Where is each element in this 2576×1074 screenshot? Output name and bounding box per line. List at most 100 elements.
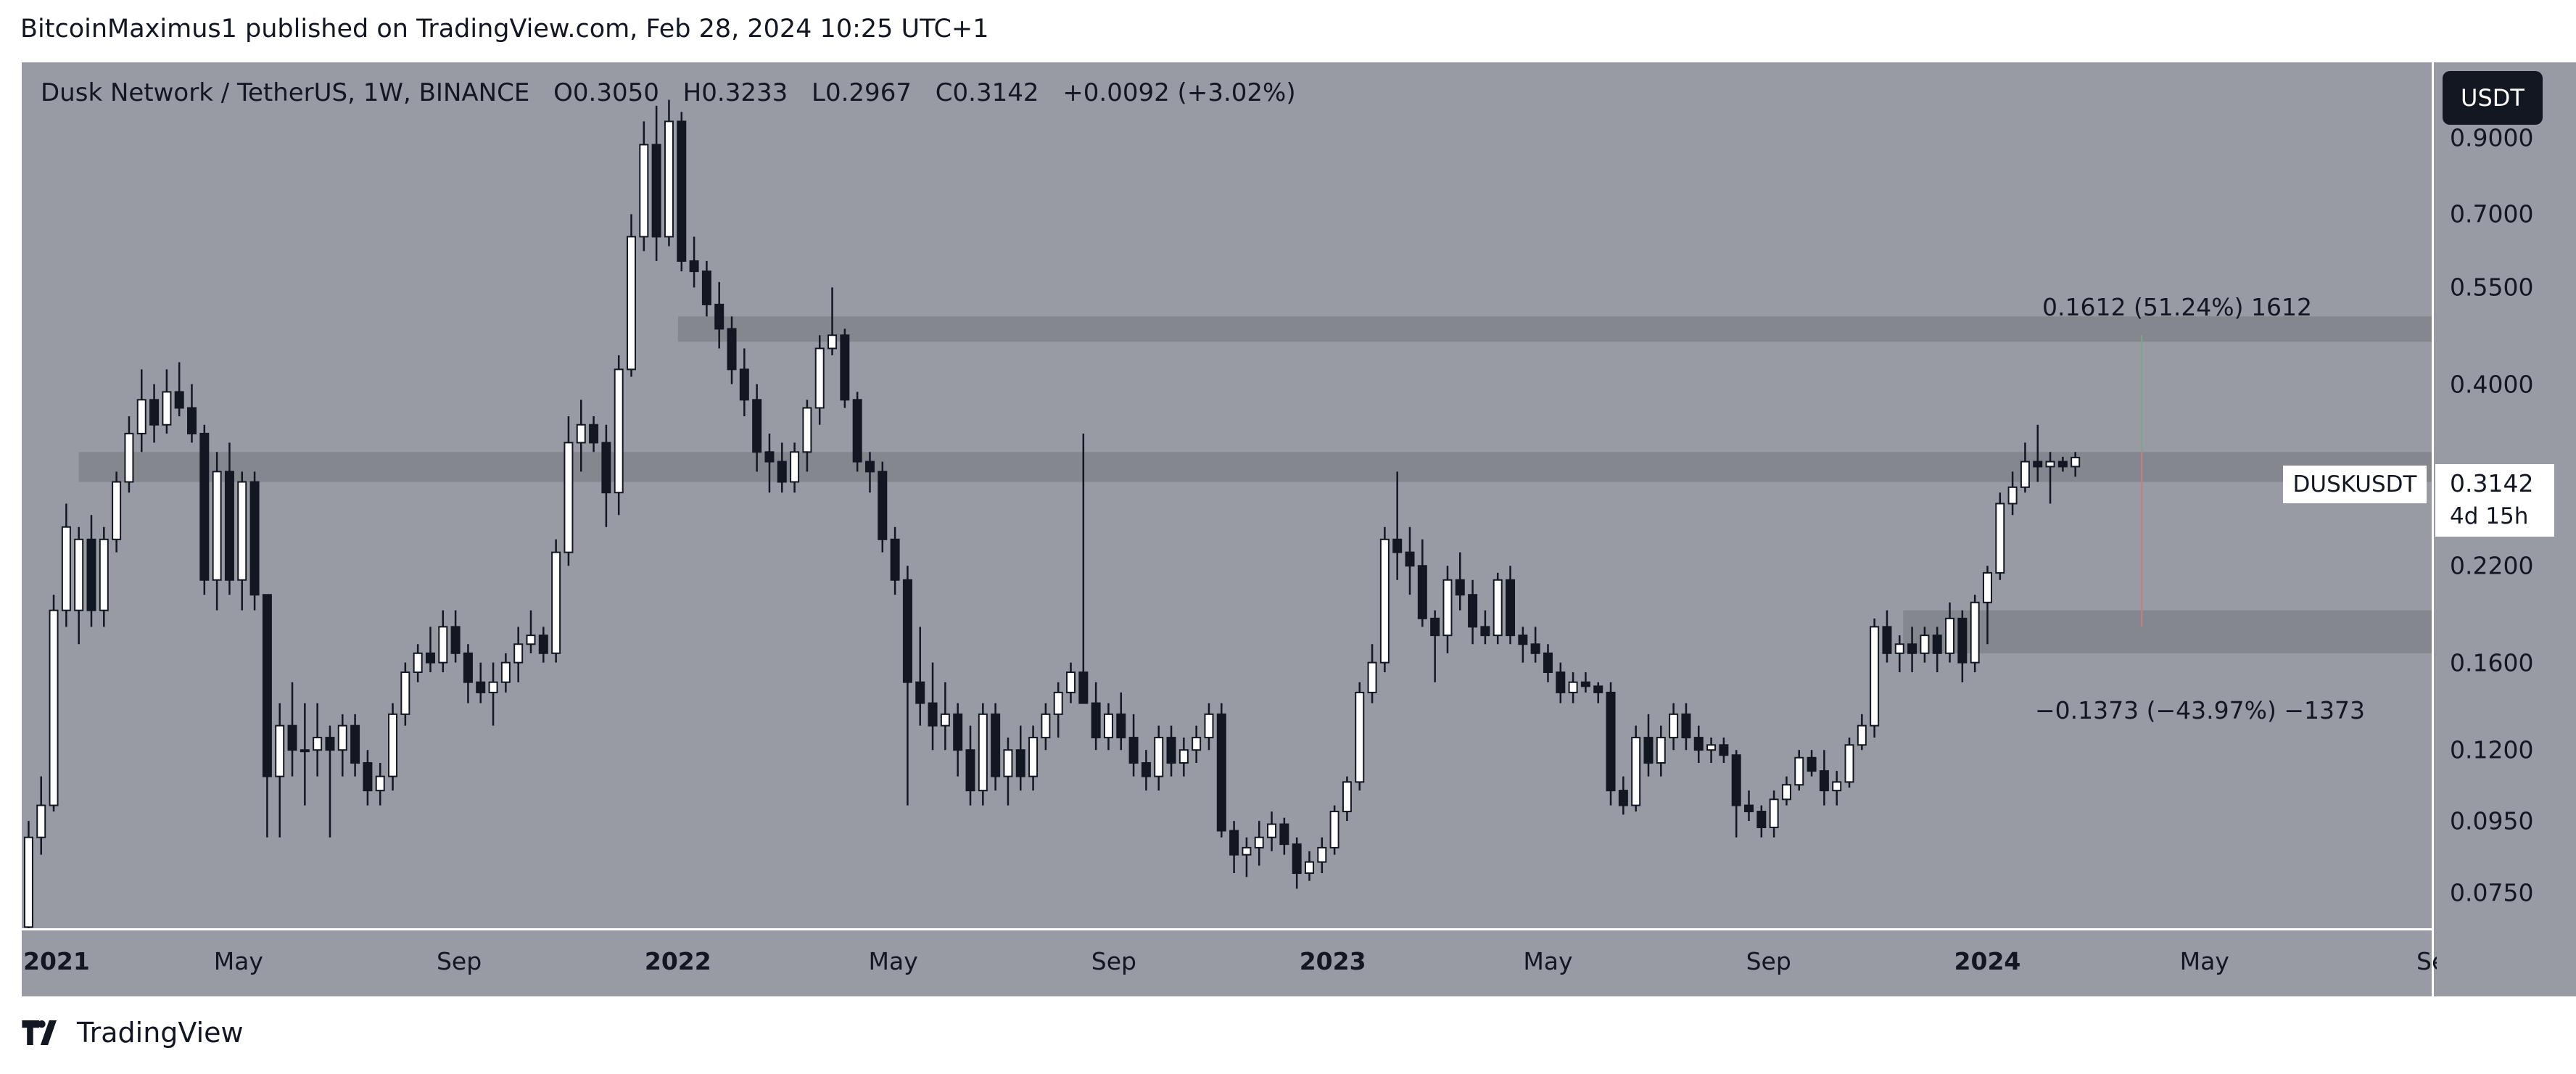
legend-close-label: C (935, 78, 953, 107)
currency-button[interactable]: USDT (2443, 71, 2543, 125)
candle-body (1580, 681, 1590, 687)
price-tick-label: 0.9000 (2450, 123, 2534, 152)
candle-body (1292, 843, 1302, 875)
candle-body (1405, 551, 1415, 567)
candle-body (1719, 744, 1729, 756)
candle-body (639, 144, 649, 238)
candle-body (363, 762, 373, 792)
candle-body (476, 681, 486, 693)
candle-body (1945, 617, 1955, 654)
candle-body (1693, 737, 1704, 751)
time-tick-label: May (2179, 947, 2229, 975)
candle-body (1543, 652, 1553, 673)
candle-body (463, 652, 473, 683)
candle-body (701, 270, 711, 305)
candle-body (890, 538, 900, 581)
candle-body (350, 724, 360, 764)
candle-body (878, 471, 888, 540)
candle-body (1279, 823, 1289, 846)
candle-body (1907, 643, 1917, 654)
candle-body (1982, 571, 1992, 603)
candle-body (1894, 643, 1904, 654)
candle-body (2033, 460, 2043, 468)
candle-body (1756, 811, 1767, 828)
last-price-box (2435, 464, 2554, 537)
candle-body (49, 609, 59, 806)
candle-body (337, 724, 347, 751)
footer-brand-text: TradingView (77, 1017, 244, 1049)
legend-low-label: L (812, 78, 825, 107)
publisher-header: BitcoinMaximus1 published on TradingView… (20, 15, 989, 44)
candle-body (1041, 713, 1051, 739)
candle-body (149, 399, 160, 426)
candle-body (1932, 635, 1942, 654)
candle-body (99, 538, 109, 611)
candle-body (1681, 713, 1691, 739)
candle-body (74, 538, 84, 611)
candle-body (86, 538, 96, 611)
candle-body (325, 737, 335, 751)
candle-body (627, 236, 637, 371)
candle-body (1317, 846, 1327, 863)
time-axis[interactable] (22, 930, 2432, 996)
candle-body (1857, 724, 1867, 746)
candle-body (1417, 565, 1427, 619)
candle-body (1493, 579, 1503, 637)
resistance-zone-2 (1903, 610, 2432, 653)
candle-body (212, 471, 222, 581)
candle-body (689, 260, 699, 273)
candle-body (1468, 594, 1478, 628)
candle-body (249, 481, 260, 596)
candle-body (124, 432, 134, 483)
candle-body (450, 626, 461, 654)
candle-body (1743, 804, 1754, 813)
candle-body (1706, 744, 1717, 751)
candle-body (162, 391, 172, 426)
chart-pane[interactable] (22, 62, 2432, 930)
candle-body (1078, 671, 1089, 704)
candle-body (752, 399, 762, 453)
candle-body (538, 635, 548, 654)
candle-body (1003, 749, 1013, 777)
candle-body (1442, 579, 1453, 637)
candle-body (1794, 756, 1804, 786)
candle-body (2007, 486, 2018, 505)
candle-body (1355, 691, 1365, 783)
candle-body (262, 594, 272, 777)
candle-body (1882, 626, 1892, 654)
candle-body (1556, 671, 1566, 693)
measure-up-label: 0.1612 (51.24%) 1612 (2042, 293, 2313, 321)
candle-body (664, 120, 674, 238)
candle-body (777, 460, 787, 483)
time-tick-label: 2021 (23, 947, 90, 975)
resistance-zone-0 (677, 316, 2432, 342)
time-tick-label: 2023 (1299, 947, 1366, 975)
candle-body (187, 407, 197, 434)
legend-open-value: 0.3050 (572, 78, 659, 107)
candle-body (840, 334, 850, 401)
candle-body (1178, 749, 1189, 764)
candle-body (1116, 713, 1126, 739)
candle-body (1656, 737, 1666, 764)
time-tick-label: Sep (1091, 947, 1136, 975)
candle-body (814, 347, 825, 409)
footer-brand[interactable]: TradingView (22, 1017, 244, 1049)
candle-body (827, 334, 838, 350)
candle-body (1957, 617, 1968, 664)
candle-body (1618, 790, 1628, 806)
legend-symbol: Dusk Network / TetherUS, 1W, BINANCE (41, 78, 530, 107)
candle-body (1995, 503, 2005, 574)
candle-body (425, 652, 435, 664)
candle-body (1769, 798, 1779, 828)
candle-body (1832, 781, 1842, 792)
time-tick-label: Sep (1746, 947, 1791, 975)
candle-body (551, 551, 561, 654)
candle-body (1568, 681, 1578, 693)
candle-body (991, 713, 1001, 777)
symbol-legend: Dusk Network / TetherUS, 1W, BINANCE O0.… (41, 78, 1296, 107)
legend-open-label: O (553, 78, 573, 107)
candle-body (1870, 626, 1880, 727)
time-axis-divider (22, 928, 2432, 930)
price-tick-label: 0.0750 (2450, 878, 2534, 907)
candle-body (1844, 744, 1854, 783)
